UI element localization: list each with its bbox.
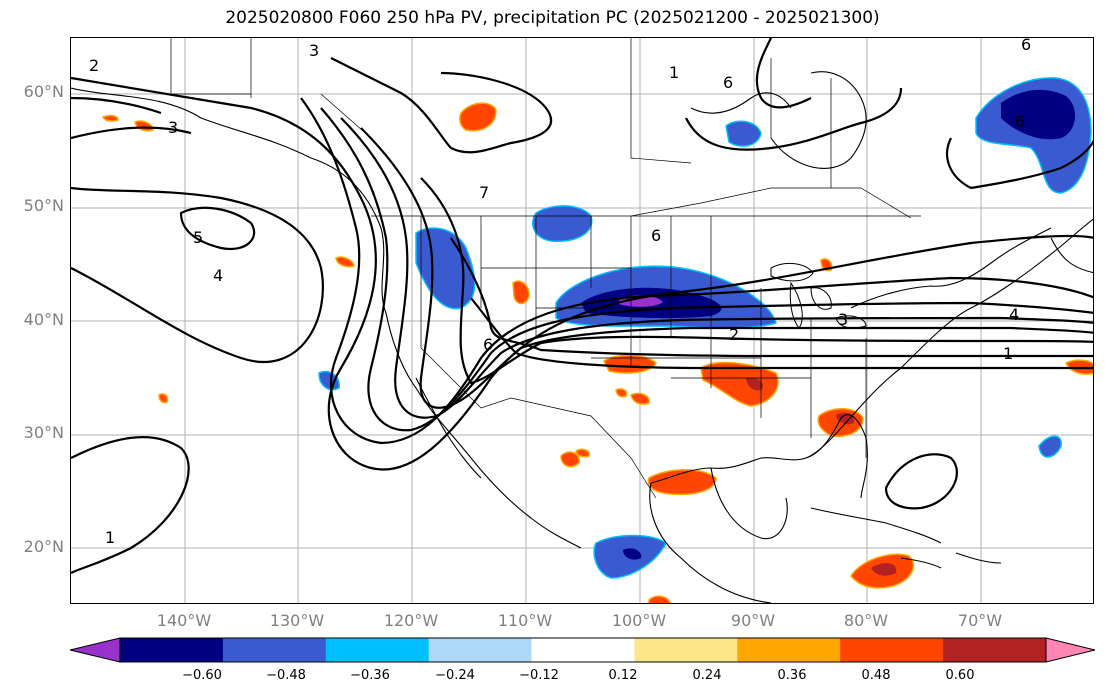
pv-contours bbox=[71, 38, 1093, 574]
plot-title: 2025020800 F060 250 hPa PV, precipitatio… bbox=[225, 8, 880, 28]
lat-label: 20°N bbox=[23, 537, 64, 556]
lon-label: 140°W bbox=[156, 611, 212, 630]
lat-label: 50°N bbox=[23, 196, 64, 215]
colorbar-segment bbox=[840, 638, 944, 662]
contour-label: 6 bbox=[723, 73, 733, 92]
colorbar-segment bbox=[943, 638, 1047, 662]
colorbar-high-extend bbox=[1045, 637, 1096, 663]
colorbar-tick: 0.24 bbox=[692, 668, 722, 683]
colorbar-tick: −0.12 bbox=[519, 668, 559, 683]
colorbar-segment bbox=[531, 638, 635, 662]
lon-label: 130°W bbox=[269, 611, 325, 630]
contour-label: 6 bbox=[1015, 112, 1025, 131]
lon-label: 100°W bbox=[611, 611, 667, 630]
contour-label: 2 bbox=[89, 56, 99, 75]
colorbar-tick: −0.60 bbox=[182, 668, 222, 683]
lon-label: 80°W bbox=[843, 611, 889, 630]
contour-label: 1 bbox=[1003, 344, 1013, 363]
colorbar-segment bbox=[737, 638, 841, 662]
colorbar-tick: 0.12 bbox=[608, 668, 638, 683]
contour-label: 1 bbox=[669, 63, 679, 82]
contour-label: 6 bbox=[651, 226, 661, 245]
colorbar-tick: −0.24 bbox=[435, 668, 475, 683]
colorbar-segment bbox=[325, 638, 430, 662]
contour-label: 4 bbox=[1009, 305, 1019, 324]
colorbar-tick: 0.36 bbox=[777, 668, 807, 683]
colorbar-tick: −0.48 bbox=[266, 668, 306, 683]
colorbar-segments bbox=[120, 638, 1047, 662]
contour-label: 4 bbox=[213, 266, 223, 285]
contour-label: 2 bbox=[729, 325, 739, 344]
map-canvas: 2 3 3 5 4 1 7 1 6 6 6 2 3 4 1 6 6 bbox=[71, 38, 1093, 603]
colorbar-frame bbox=[119, 637, 1047, 663]
lon-label: 120°W bbox=[383, 611, 439, 630]
lon-label: 110°W bbox=[497, 611, 553, 630]
colorbar-tick: −0.36 bbox=[350, 668, 390, 683]
lat-label: 40°N bbox=[23, 310, 64, 329]
contour-label-group: 2 3 3 5 4 1 7 1 6 6 6 2 3 4 1 6 6 bbox=[89, 38, 1031, 547]
lon-label: 90°W bbox=[730, 611, 776, 630]
coastlines bbox=[71, 71, 1093, 603]
precip-positive bbox=[101, 102, 1093, 603]
colorbar-segment bbox=[428, 638, 533, 662]
colorbar-tick: 0.60 bbox=[945, 668, 975, 683]
lat-label: 30°N bbox=[23, 423, 64, 442]
contour-label: 7 bbox=[479, 183, 489, 202]
colorbar-segment bbox=[634, 638, 738, 662]
colorbar-tick: 0.48 bbox=[861, 668, 891, 683]
colorbar-segment bbox=[120, 638, 224, 662]
contour-label: 1 bbox=[105, 528, 115, 547]
colorbar bbox=[69, 637, 1096, 663]
colorbar-segment bbox=[222, 638, 327, 662]
contour-label: 6 bbox=[483, 335, 493, 354]
contour-label: 3 bbox=[168, 118, 178, 137]
contour-label: 3 bbox=[838, 310, 848, 329]
map-panel: 2 3 3 5 4 1 7 1 6 6 6 2 3 4 1 6 6 bbox=[70, 37, 1094, 604]
contour-label: 6 bbox=[1021, 38, 1031, 54]
colorbar-low-extend bbox=[69, 637, 121, 663]
lon-label: 70°W bbox=[957, 611, 1003, 630]
borders bbox=[170, 38, 921, 499]
contour-label: 5 bbox=[193, 228, 203, 247]
lat-label: 60°N bbox=[23, 82, 64, 101]
contour-label: 3 bbox=[309, 41, 319, 60]
